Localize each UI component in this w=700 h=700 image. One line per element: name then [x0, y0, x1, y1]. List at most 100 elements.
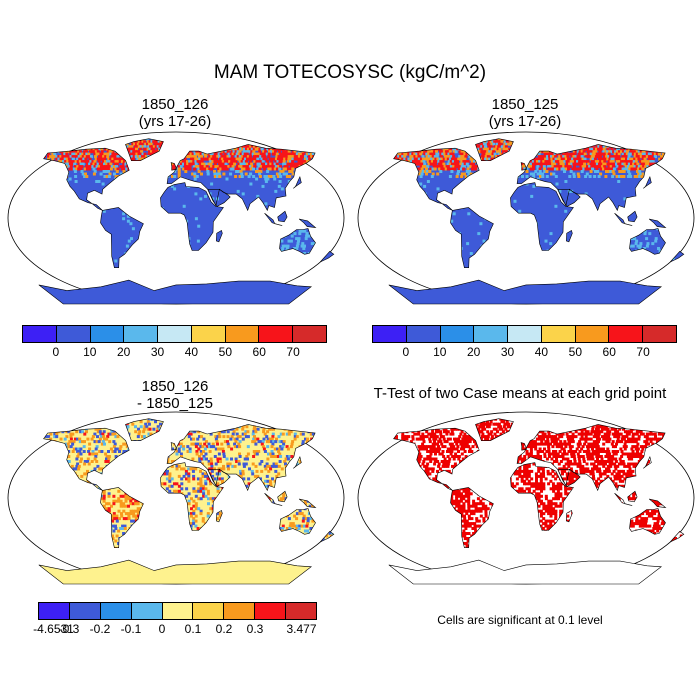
coastline-uk: [520, 162, 528, 171]
colorbar-top-right: 0 10 20 30 40 50 60 70: [372, 325, 677, 359]
colorbar-swatch: [575, 326, 610, 342]
coastline-nz: [319, 531, 335, 543]
colorbar-tick-label: 0: [52, 345, 60, 359]
map-bottom-left: [5, 410, 347, 586]
land-southAmerica: [100, 207, 144, 268]
colorbar-labels: 0 10 20 30 40 50 60 70: [372, 343, 677, 359]
land-antarctica: [38, 280, 312, 304]
coastline-newguinea: [649, 498, 667, 509]
colorbar-swatches: [22, 325, 327, 343]
coastline-northAmerica: [393, 427, 480, 491]
significance-note: Cells are significant at 0.1 level: [437, 613, 603, 627]
colorbar-tick-label: 0.2: [215, 622, 233, 636]
coastline-northAmerica: [43, 427, 130, 491]
coastline-indonesia: [614, 492, 633, 506]
coastline-antarctica: [388, 559, 663, 585]
coastline-uk: [170, 442, 178, 451]
colorbar-swatch: [100, 603, 132, 619]
coastline-australia: [279, 228, 316, 255]
colorbar-swatch: [440, 326, 475, 342]
colorbar-swatch: [373, 326, 407, 342]
coastline-greenland: [475, 138, 514, 161]
coastline-greenland: [125, 138, 164, 161]
coastline-nz: [319, 251, 335, 263]
coastline-eurasia: [516, 144, 666, 212]
colorbar-tick-label: 0.1: [184, 622, 202, 636]
colorbar-tick-label: 50: [218, 345, 233, 359]
colorbar-swatch: [124, 326, 159, 342]
coastline-newguinea: [299, 498, 317, 509]
colorbar-swatch: [158, 326, 192, 342]
colorbar-tick-label: 20: [116, 345, 131, 359]
coastline-borneo: [277, 210, 288, 223]
colorbar-swatch: [225, 326, 260, 342]
colorbar-tick-label: 70: [636, 345, 650, 359]
coastline-arabia: [207, 469, 231, 487]
colorbar-swatch: [286, 603, 317, 619]
colorbar-tick-label: 30: [150, 345, 165, 359]
coastline-northAmerica: [43, 147, 130, 211]
coastline-borneo: [277, 490, 288, 503]
colorbar-swatch: [259, 326, 294, 342]
coastline-madagascar: [215, 509, 223, 523]
land-newguinea: [299, 219, 316, 228]
coastline-uk: [520, 442, 528, 451]
colorbar-swatch: [474, 326, 509, 342]
coastline-eurasia: [166, 144, 316, 212]
land-antarctica: [388, 280, 662, 304]
coastline-antarctica: [388, 279, 663, 305]
coastline-southAmerica: [450, 207, 494, 268]
panel-title-top-right: 1850_125 (yrs 17-26): [375, 96, 675, 130]
colorbar-swatch: [255, 603, 287, 619]
coastline-eurasia: [166, 424, 316, 492]
figure-title: MAM TOTECOSYSC (kgC/m^2): [213, 62, 487, 83]
colorbar-swatch: [131, 603, 163, 619]
land-madagascar: [566, 230, 573, 242]
colorbar-tick-label: 0.3: [246, 622, 264, 636]
coastline-southAmerica: [100, 207, 144, 268]
coastline-nz: [669, 531, 685, 543]
coastline-antarctica: [38, 559, 313, 585]
coastline-africa: [160, 182, 224, 251]
panel-title-top-left-line1: 1850_126: [141, 96, 209, 113]
panel-title-bottom-left-line1: 1850_126: [141, 378, 209, 395]
land-africa: [160, 182, 224, 251]
coastline-madagascar: [215, 229, 223, 243]
panel-title-top-right-line2: (yrs 17-26): [488, 113, 562, 130]
colorbar-swatch: [193, 603, 225, 619]
coastline-australia: [279, 508, 316, 535]
land-antarctica: [388, 560, 662, 584]
map-bottom-right: [355, 410, 697, 586]
colorbar-swatch: [224, 603, 256, 619]
coastline-japan: [293, 456, 302, 469]
colorbar-labels: 0 10 20 30 40 50 60 70: [22, 343, 327, 359]
coastline-southAmerica: [100, 487, 144, 548]
coastline-indonesia: [264, 212, 283, 226]
colorbar-swatch: [406, 326, 441, 342]
colorbar-tick-label: 3.477: [286, 622, 317, 636]
coastline-arabia: [557, 469, 581, 487]
coastline-japan: [643, 176, 652, 189]
coastline-indonesia: [264, 492, 283, 506]
colorbar-swatch: [90, 326, 125, 342]
coastline-africa: [160, 462, 224, 531]
colorbar-tick-label: -4.6531: [33, 622, 74, 636]
land-southAmerica: [450, 207, 494, 268]
coastline-borneo: [627, 210, 638, 223]
colorbar-tick-label: 0: [158, 622, 166, 636]
coastline-indonesia: [614, 212, 633, 226]
coastline-newguinea: [299, 218, 317, 229]
colorbar-swatch: [191, 326, 226, 342]
coastline-borneo: [627, 490, 638, 503]
land-borneo: [627, 211, 638, 222]
colorbar-tick-label: 20: [466, 345, 481, 359]
colorbar-swatch: [643, 326, 677, 342]
colorbar-swatch: [23, 326, 57, 342]
panel-title-top-right-line1: 1850_125: [491, 96, 559, 113]
land-newguinea: [649, 219, 666, 228]
coastline-africa: [510, 182, 574, 251]
colorbar-tick-label: -0.3: [58, 622, 80, 636]
coastline-newguinea: [649, 218, 667, 229]
colorbar-swatch: [39, 603, 70, 619]
colorbar-labels: -4.6531 -0.3 -0.2 -0.1 0 0.1 0.2 0.3 3.477: [33, 620, 317, 636]
